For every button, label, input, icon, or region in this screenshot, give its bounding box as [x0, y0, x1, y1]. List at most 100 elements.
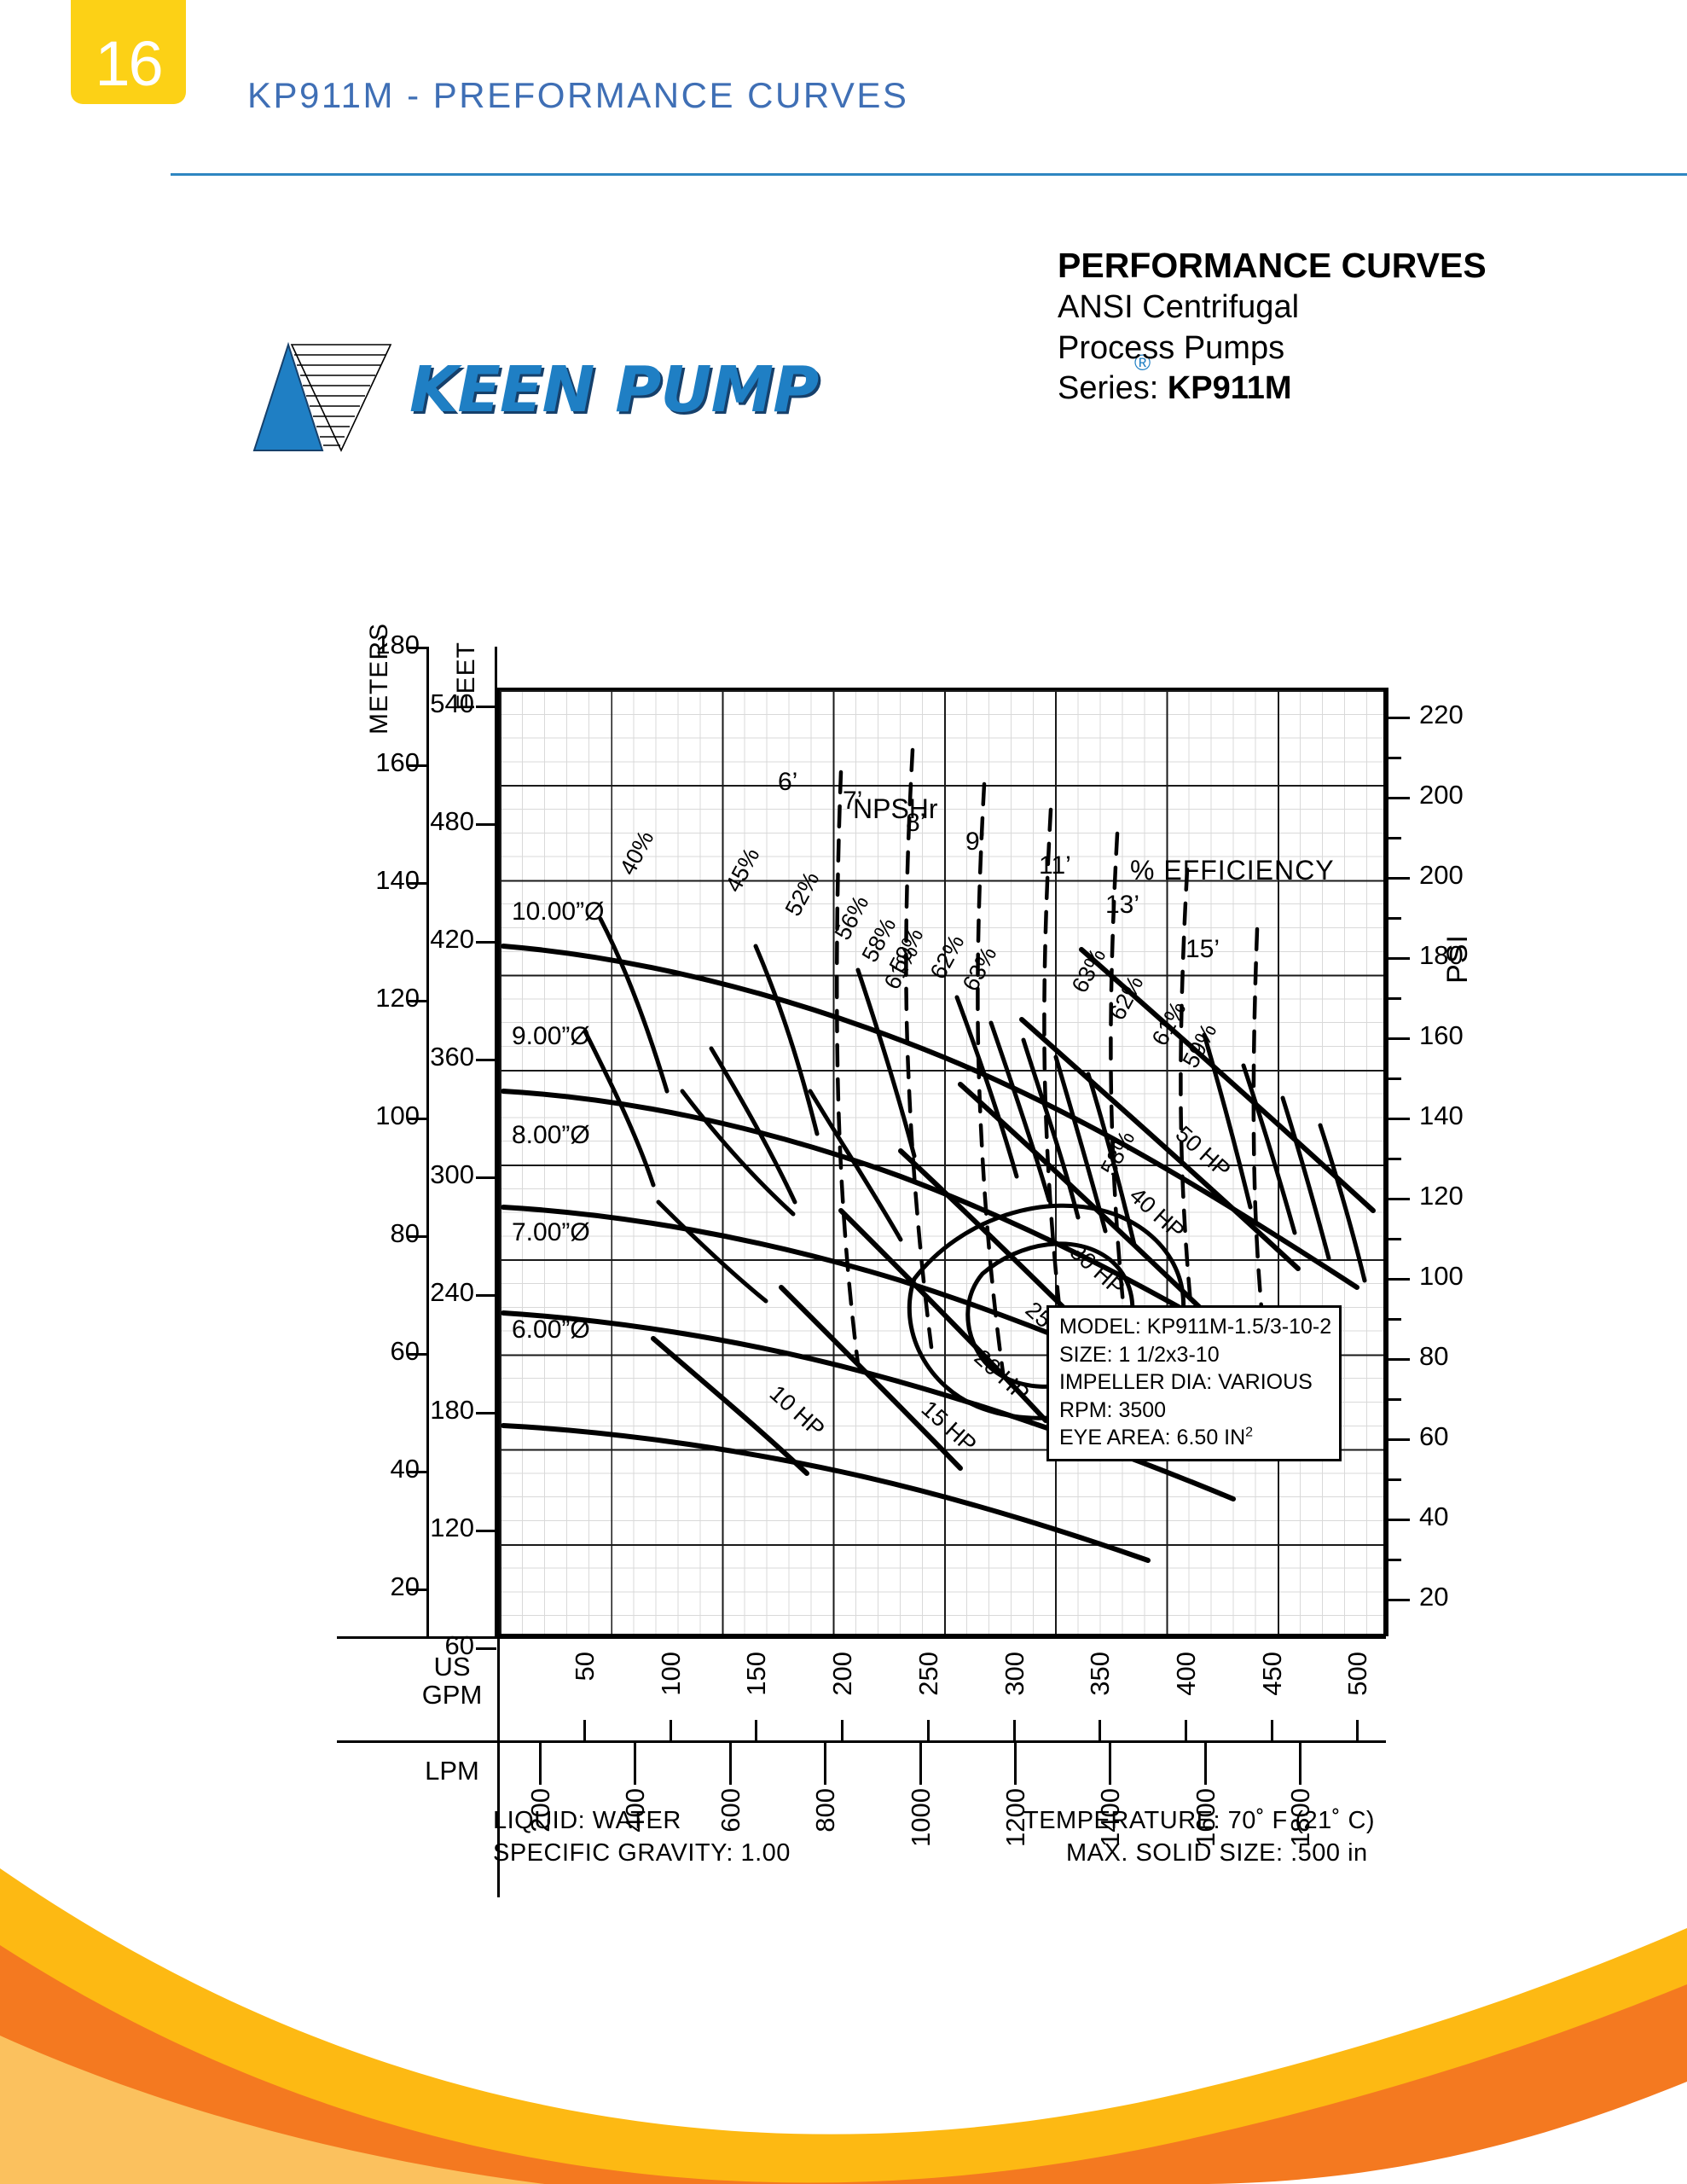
- chart-notes: LIQUID: WATER SPECIFIC GRAVITY: 1.00 TEM…: [0, 1807, 1687, 1875]
- gpm-tick-300: 300: [999, 1652, 1029, 1696]
- power-curve-50: [1079, 947, 1376, 1213]
- page-number-tab: 16: [71, 0, 186, 104]
- performance-chart: METERS FEET PSI 180 160 140 120 100 80 60 40 20 …: [0, 623, 1687, 1897]
- feet-tick-180: 180: [430, 1395, 474, 1425]
- psi-tickmark-2: [1388, 877, 1410, 880]
- feet-tick-420: 420: [430, 924, 474, 954]
- document-title-block: PERFORMANCE CURVES ANSI Centrifugal Proc…: [1058, 243, 1655, 409]
- meters-tick-180: 180: [375, 630, 420, 659]
- gpm-tickmark-300: [1012, 1720, 1016, 1742]
- note-max-solid-size: MAX. SOLID SIZE: .500 in: [1066, 1839, 1368, 1867]
- meters-axis-rail: [426, 647, 429, 1636]
- efficiency-line-62b: [1241, 1063, 1297, 1235]
- feet-tick-60: 60: [444, 1630, 474, 1660]
- model-info-box: MODEL: KP911M-1.5/3-10-2 SIZE: 1 1/2x3-1…: [1046, 1305, 1342, 1461]
- meters-tickmark-40: [408, 1471, 428, 1473]
- gpm-tick-250: 250: [913, 1652, 943, 1696]
- x-axis-lpm-label: LPM: [425, 1756, 479, 1786]
- eye-area-line: EYE AREA: 6.50 IN2: [1059, 1425, 1254, 1449]
- feet-tickmark-360: [476, 1059, 496, 1061]
- psi-tick-5: 140: [1419, 1101, 1464, 1130]
- lpm-tickmark-200: [539, 1742, 542, 1785]
- feet-axis-rail: [495, 647, 497, 1636]
- feet-tickmark-240: [476, 1294, 496, 1297]
- feet-tickmark-300: [476, 1176, 496, 1179]
- gpm-tickmark-200: [841, 1720, 844, 1742]
- meters-tickmark-140: [408, 882, 428, 885]
- psi-halftick-5: [1388, 1158, 1401, 1160]
- psi-tick-10: 40: [1419, 1502, 1449, 1531]
- psi-tickmark-10: [1388, 1519, 1410, 1521]
- page-title: KP911M - PREFORMANCE CURVES: [247, 75, 909, 115]
- feet-tick-480: 480: [430, 806, 474, 836]
- keen-pump-triangle-icon: [252, 341, 392, 452]
- feet-tickmark-180: [476, 1412, 496, 1414]
- efficiency-line-45b: [709, 1046, 797, 1205]
- gpm-tickmark-450: [1270, 1720, 1273, 1742]
- lpm-tickmark-1000: [919, 1742, 922, 1785]
- x-axis-rule-top: [337, 1636, 1386, 1639]
- gpm-tick-450: 450: [1256, 1652, 1287, 1696]
- meters-tick-160: 160: [375, 747, 420, 777]
- gpm-tickmark-50: [583, 1720, 586, 1742]
- title-line-2: Process Pumps: [1058, 329, 1285, 366]
- psi-tickmark-0: [1388, 717, 1410, 719]
- meters-tickmark-80: [408, 1235, 428, 1238]
- efficiency-line-56: [954, 995, 1019, 1179]
- gpm-tickmark-100: [669, 1720, 672, 1742]
- psi-halftick-7: [1388, 1318, 1401, 1321]
- psi-halftick-1: [1388, 837, 1401, 839]
- npshr-curve-6: [834, 770, 861, 1367]
- psi-tick-7: 100: [1419, 1261, 1464, 1291]
- impeller-label-9: 9.00”Ø: [512, 1022, 590, 1050]
- psi-halftick-2: [1388, 917, 1401, 920]
- footer-decoration: [0, 1868, 1687, 2184]
- gpm-tickmark-150: [755, 1720, 758, 1742]
- efficiency-line-59b: [1318, 1123, 1367, 1283]
- gpm-tick-200: 200: [827, 1652, 858, 1696]
- gpm-tick-50: 50: [570, 1652, 600, 1682]
- feet-tick-360: 360: [430, 1042, 474, 1072]
- brand-logo: KEEN PUMP ®: [247, 341, 1151, 469]
- psi-tickmark-1: [1388, 797, 1410, 799]
- psi-tick-8: 80: [1419, 1341, 1449, 1371]
- lpm-tickmark-400: [634, 1742, 637, 1785]
- psi-halftick-0: [1388, 757, 1401, 759]
- lpm-tickmark-800: [824, 1742, 827, 1785]
- npshr-label-13: 13’: [1105, 891, 1140, 919]
- npshr-label-11: 11’: [1039, 851, 1071, 880]
- plot-area: [497, 688, 1386, 1636]
- meters-tick-80: 80: [390, 1218, 420, 1248]
- note-liquid: LIQUID: WATER: [493, 1807, 681, 1834]
- meters-tickmark-160: [408, 764, 428, 767]
- title-series-line: Series: KP911M: [1058, 369, 1655, 409]
- psi-tickmark-5: [1388, 1118, 1410, 1120]
- curve-overlay: [501, 747, 1376, 1563]
- efficiency-line-40b: [583, 1029, 656, 1188]
- efficiency-line-52: [855, 967, 917, 1159]
- psi-tickmark-8: [1388, 1358, 1410, 1361]
- lpm-tickmark-1800: [1299, 1742, 1302, 1785]
- page-number: 16: [95, 28, 163, 99]
- psi-tick-9: 60: [1419, 1421, 1449, 1451]
- psi-tick-1: 200: [1419, 780, 1464, 810]
- psi-axis-rail: [1386, 688, 1388, 1636]
- psi-tick-0: 220: [1419, 700, 1464, 729]
- power-curve-15: [779, 1285, 963, 1471]
- model-line: MODEL: KP911M-1.5/3-10-2: [1059, 1315, 1332, 1339]
- efficiency-line-58: [988, 1020, 1052, 1203]
- impeller-label-7: 7.00”Ø: [512, 1218, 590, 1246]
- gpm-tickmark-250: [926, 1720, 930, 1742]
- feet-tickmark-120: [476, 1530, 496, 1532]
- efficiency-line-40: [598, 916, 670, 1094]
- feet-tickmark-420: [476, 941, 496, 944]
- impeller-label-10: 10.00”Ø: [512, 897, 605, 926]
- note-specific-gravity: SPECIFIC GRAVITY: 1.00: [493, 1839, 791, 1867]
- npshr-label-7: 7’: [843, 787, 863, 815]
- feet-tick-300: 300: [430, 1159, 474, 1189]
- npshr-label-8: 8’: [906, 809, 926, 837]
- psi-tick-2: 200: [1419, 860, 1464, 890]
- meters-tickmark-100: [408, 1118, 428, 1120]
- impeller-dia-line: IMPELLER DIA: VARIOUS: [1059, 1370, 1313, 1394]
- x-axis-left-stem: [497, 1636, 500, 1897]
